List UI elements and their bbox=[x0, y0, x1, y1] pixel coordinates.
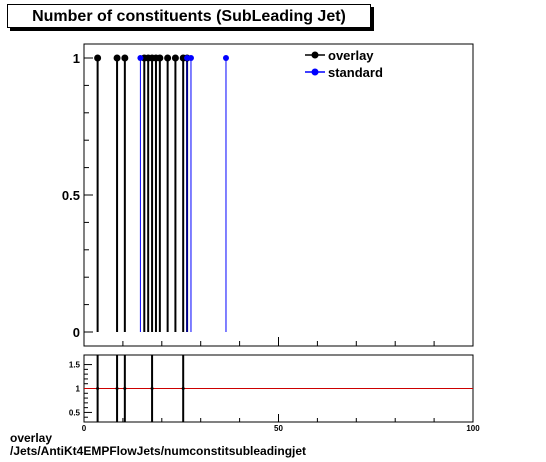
ratio-point bbox=[150, 387, 154, 390]
main-plot-frame bbox=[83, 43, 474, 347]
main-y-tick-label: 1 bbox=[73, 51, 80, 66]
ratio-point bbox=[96, 387, 100, 390]
main-plot-marks bbox=[94, 54, 229, 332]
ratio-y-tick-label: 1 bbox=[76, 385, 81, 394]
legend-label-overlay: overlay bbox=[328, 48, 374, 63]
legend-marker-standard bbox=[311, 68, 319, 76]
ratio-x-tick-label: 100 bbox=[466, 424, 480, 433]
ratio-point bbox=[115, 387, 119, 390]
main-y-tick-label: 0 bbox=[73, 325, 80, 340]
legend-label-standard: standard bbox=[328, 65, 383, 80]
ratio-x-tick-label: 50 bbox=[274, 424, 283, 433]
legend: overlay standard bbox=[305, 48, 383, 80]
legend-marker-overlay bbox=[311, 51, 319, 59]
marker-standard bbox=[137, 55, 144, 61]
main-y-tick-label: 0.5 bbox=[62, 188, 80, 203]
chart-title-box: Number of constituents (SubLeading Jet) bbox=[7, 4, 371, 28]
ratio-plot-marks bbox=[84, 355, 473, 422]
footer: overlay /Jets/AntiKt4EMPFlowJets/numcons… bbox=[10, 432, 306, 458]
marker-overlay bbox=[164, 54, 172, 62]
ratio-y-tick-label: 1.5 bbox=[69, 361, 81, 370]
marker-overlay bbox=[121, 54, 129, 62]
ratio-y-tick-label: 0.5 bbox=[69, 408, 81, 417]
marker-standard bbox=[222, 55, 229, 61]
main-y-ticks: 00.51 bbox=[62, 51, 474, 346]
chart-title: Number of constituents (SubLeading Jet) bbox=[32, 8, 346, 25]
marker-overlay bbox=[94, 54, 102, 62]
marker-overlay bbox=[113, 54, 121, 62]
marker-overlay bbox=[156, 54, 164, 62]
marker-overlay bbox=[171, 54, 179, 62]
ratio-point bbox=[181, 387, 185, 390]
footer-line-1: overlay bbox=[10, 431, 53, 445]
ratio-point bbox=[123, 387, 127, 390]
marker-standard bbox=[187, 55, 194, 61]
footer-line-2: /Jets/AntiKt4EMPFlowJets/numconstitsuble… bbox=[10, 444, 307, 458]
ratio-x-tick-label: 0 bbox=[82, 424, 87, 433]
